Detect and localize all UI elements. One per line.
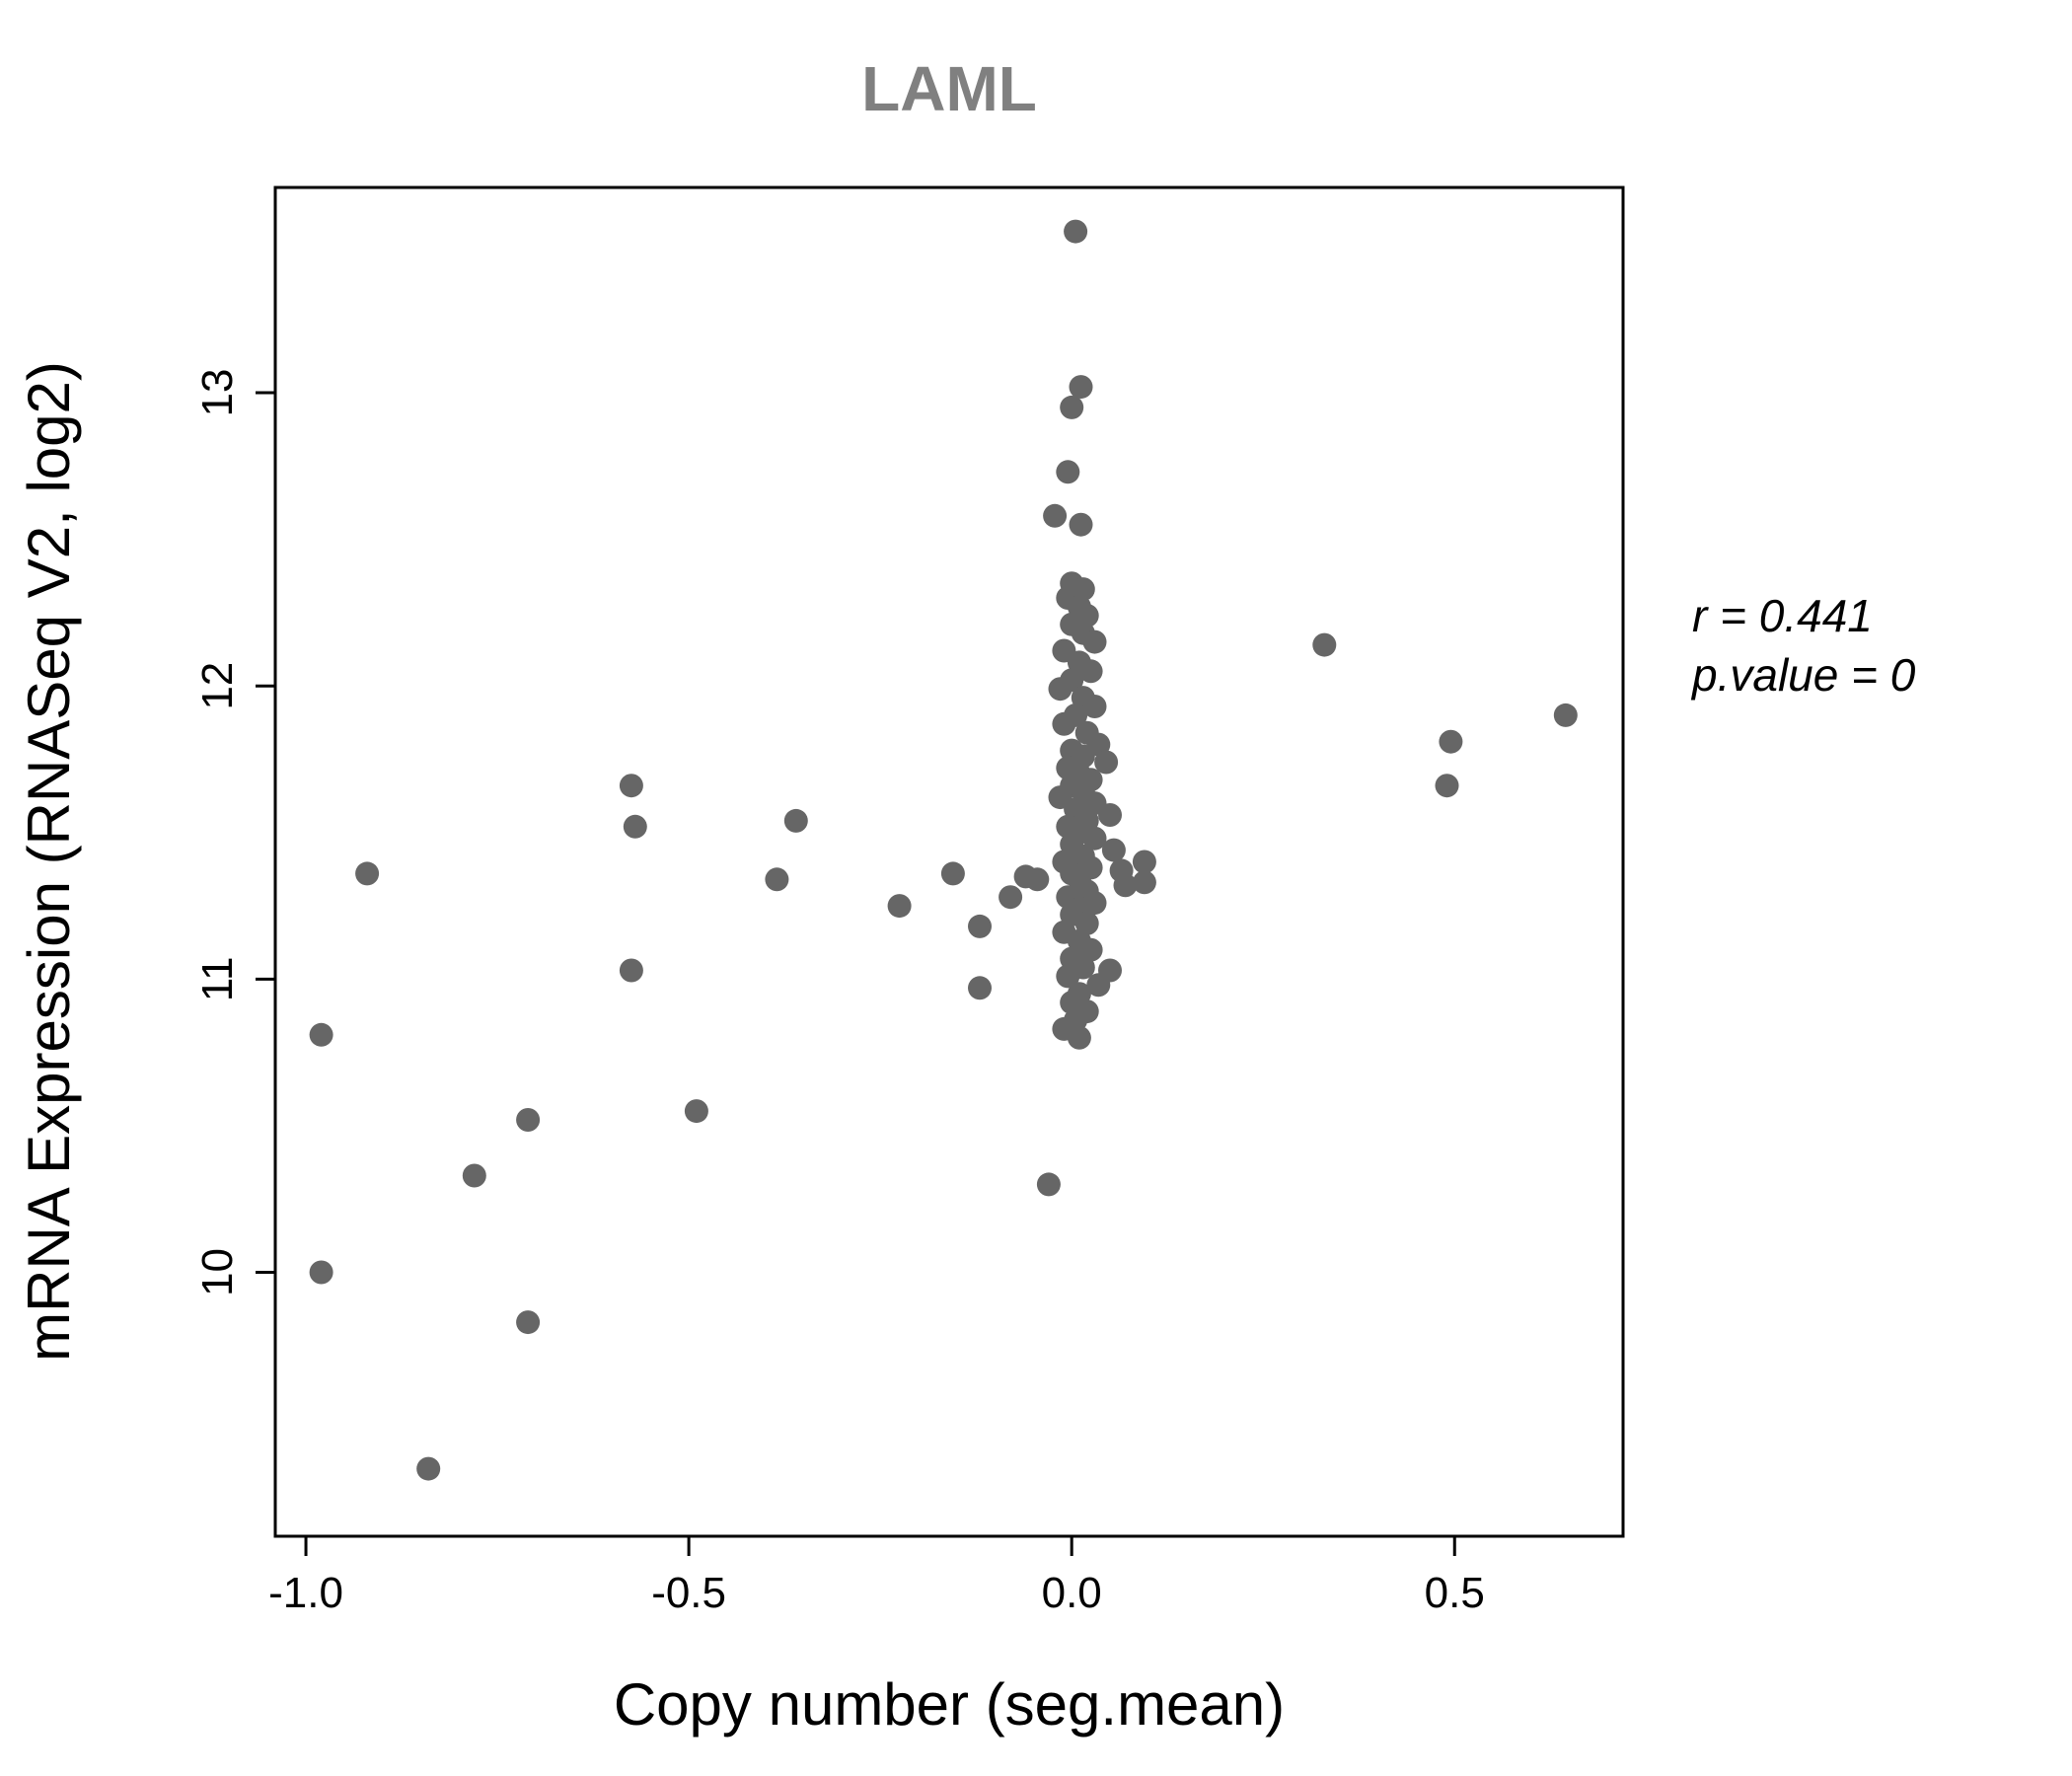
annotation-p-value: p.value = 0: [1690, 649, 1916, 701]
data-point: [1060, 395, 1084, 419]
data-point: [1078, 659, 1103, 684]
data-point: [1067, 1025, 1091, 1050]
x-tick-label: -0.5: [651, 1569, 726, 1617]
data-point: [1113, 873, 1138, 898]
data-point: [940, 861, 965, 886]
data-point: [1056, 460, 1080, 484]
data-point: [416, 1456, 441, 1481]
chart-title: LAML: [861, 53, 1037, 124]
data-point: [887, 894, 912, 919]
data-point: [1082, 695, 1107, 718]
data-point: [462, 1163, 486, 1188]
data-point: [516, 1108, 541, 1132]
data-points: [309, 219, 1578, 1481]
data-point: [1048, 677, 1073, 702]
data-point: [1025, 867, 1050, 892]
data-point: [783, 808, 808, 833]
data-point: [1086, 973, 1111, 998]
data-point: [968, 914, 992, 938]
data-point: [1094, 750, 1119, 775]
data-point: [516, 1310, 541, 1335]
data-point: [1082, 826, 1107, 851]
data-point: [1132, 870, 1156, 895]
data-point: [1312, 632, 1337, 657]
x-axis-label: Copy number (seg.mean): [614, 1671, 1285, 1738]
data-point: [1101, 838, 1126, 862]
data-point: [623, 814, 647, 839]
data-point: [1052, 711, 1076, 736]
y-axis-label: mRNA Expression (RNASeq V2, log2): [16, 361, 82, 1362]
data-point: [355, 861, 380, 886]
plot-box: [273, 185, 1625, 1538]
y-tick-label: 13: [193, 369, 242, 417]
x-tick-label: 0.0: [1042, 1569, 1102, 1617]
annotation-r-value: r = 0.441: [1692, 590, 1873, 641]
data-point: [619, 958, 643, 983]
data-point: [1553, 703, 1578, 727]
data-point: [1435, 774, 1459, 798]
x-tick-label: -1.0: [268, 1569, 343, 1617]
data-point: [1056, 964, 1080, 989]
y-tick-label: 12: [193, 662, 242, 710]
data-point: [619, 774, 643, 798]
data-point: [968, 976, 992, 1000]
data-point: [309, 1022, 333, 1047]
y-tick-label: 10: [193, 1248, 242, 1296]
data-point: [1098, 803, 1122, 827]
data-point: [999, 885, 1023, 910]
data-point: [1439, 729, 1463, 754]
data-point: [765, 867, 789, 892]
data-point: [1132, 850, 1156, 874]
data-point: [1082, 629, 1107, 654]
data-point: [1064, 219, 1088, 244]
y-tick-label: 11: [193, 957, 242, 1002]
data-point: [1036, 1172, 1061, 1197]
x-tick-label: 0.5: [1425, 1569, 1485, 1617]
data-point: [1069, 512, 1093, 537]
data-point: [1043, 503, 1068, 528]
data-point: [1069, 375, 1093, 400]
data-point: [684, 1099, 708, 1124]
axis-ticks: -1.0 -0.5 0.0 0.5 10 11 12 13: [193, 369, 1485, 1617]
data-point: [309, 1260, 333, 1285]
